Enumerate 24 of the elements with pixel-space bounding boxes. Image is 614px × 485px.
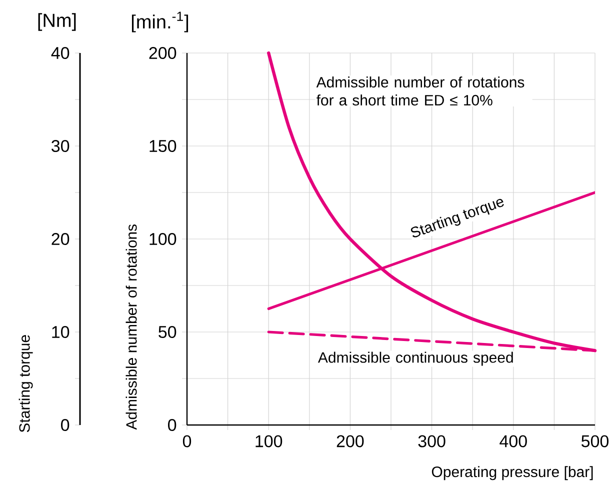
y-tick-label: 200 [149,46,176,60]
y2-axis-title: Starting torque [18,335,33,432]
y2-tick-label: 0 [61,418,70,432]
text: [Nm] [38,13,76,31]
x-tick-label: 100 [256,435,282,448]
x-axis-title: Operating pressure [bar] [432,466,593,480]
y2-tick-label: 10 [52,326,70,338]
text: Admissible number of rotations for a short time ED ≤ 10% [316,76,524,106]
series-label: Admissible continuous speed [318,352,513,366]
y-tick-label: 0 [168,418,176,432]
y-axis-title: Admissible number of rotations [126,224,137,430]
y-tick-label: 150 [150,140,176,152]
x-tick-label: 200 [336,435,364,448]
text: Starting torque [410,198,504,238]
y2-tick-label: 30 [52,140,70,152]
y-tick-label: 50 [158,326,176,338]
x-tick-label: 500 [582,435,609,448]
y-tick-label: 100 [150,232,176,246]
x-tick-label: 0 [182,435,192,448]
text: [min.$^{-1}$] [132,12,188,32]
y2-tick-label: 40 [51,46,70,60]
y2-tick-label: 20 [52,232,70,246]
x-tick-label: 400 [500,435,527,448]
x-tick-label: 300 [418,435,446,448]
